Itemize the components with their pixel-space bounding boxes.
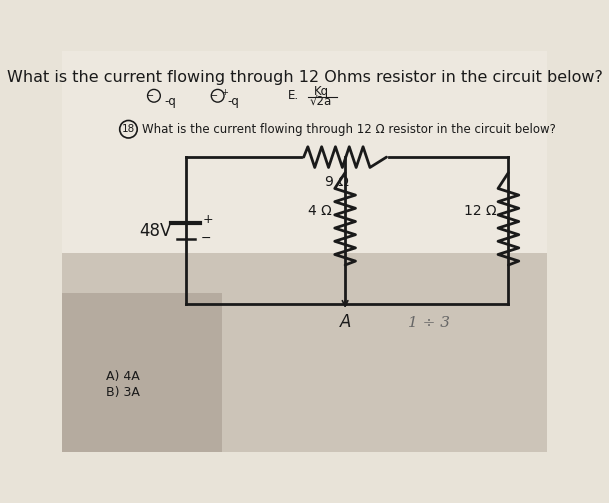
Text: −: − [146,91,154,101]
Text: -q: -q [228,95,239,108]
Bar [62,253,547,452]
Text: What is the current flowing through 12 Ohms resistor in the circuit below?: What is the current flowing through 12 O… [7,70,602,86]
Text: A: A [339,313,351,331]
Text: A) 4A: A) 4A [106,370,140,383]
Text: 12 Ω: 12 Ω [464,204,497,218]
Text: −: − [209,91,218,101]
Text: B) 3A: B) 3A [106,386,140,398]
Text: What is the current flowing through 12 Ω resistor in the circuit below?: What is the current flowing through 12 Ω… [142,123,556,136]
Text: 9 Ω: 9 Ω [325,175,349,189]
Text: -q: -q [164,95,176,108]
Text: √2a: √2a [310,96,333,109]
Text: 48V: 48V [139,222,172,240]
Text: E.: E. [288,89,299,102]
Bar [62,293,222,452]
Text: −: − [200,232,211,245]
Text: Kq: Kq [314,86,329,98]
Text: 18: 18 [122,124,135,134]
Text: 4 Ω: 4 Ω [308,204,331,218]
Text: 1 ÷ 3: 1 ÷ 3 [408,316,450,330]
Bar [62,51,547,253]
Text: +: + [222,88,228,97]
Text: +: + [203,213,213,226]
